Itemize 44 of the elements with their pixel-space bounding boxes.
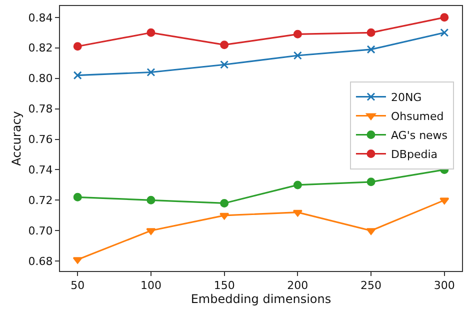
point [220,60,229,69]
x-tick-label: 300 [434,279,455,292]
point [366,45,376,54]
point [440,198,450,204]
point [293,30,302,38]
point [292,210,302,217]
y-tick-label: 0.82 [28,42,53,55]
point [72,257,82,264]
legend-label: DBpedia [390,148,438,162]
legend-label: Ohsumed [390,110,444,124]
x-tick-label: 200 [287,279,308,292]
point [366,28,376,37]
point [146,196,156,204]
point [366,228,376,235]
y-tick-label: 0.78 [28,102,53,116]
x-tick-label: 50 [70,279,85,292]
y-tick-label: 0.68 [28,254,53,268]
point [73,71,82,80]
x-axis-title: Embedding dimensions [190,292,332,306]
point [366,178,376,186]
x-tick-label: 150 [214,279,235,292]
point [73,192,82,202]
y-tick-label: 0.84 [28,11,53,24]
point [440,28,449,37]
point [220,40,229,50]
y-tick-label: 0.74 [28,164,53,177]
legend-label: AG's news [390,129,448,142]
point [73,42,82,51]
y-tick-label: 0.70 [28,224,53,238]
point [146,28,156,37]
y-tick-label: 0.76 [28,133,53,146]
point [293,180,302,190]
point [146,228,156,235]
y-tick-label: 0.72 [28,194,53,208]
point [293,51,302,60]
legend-label: 20NG [390,91,422,104]
x-tick-label: 100 [140,279,162,292]
point [220,212,230,220]
y-tick-label: 0.80 [28,72,53,86]
point [440,13,449,22]
point [146,68,156,76]
x-tick-label: 250 [360,279,382,292]
point [220,198,229,208]
y-axis-title: Accuracy [10,111,24,166]
